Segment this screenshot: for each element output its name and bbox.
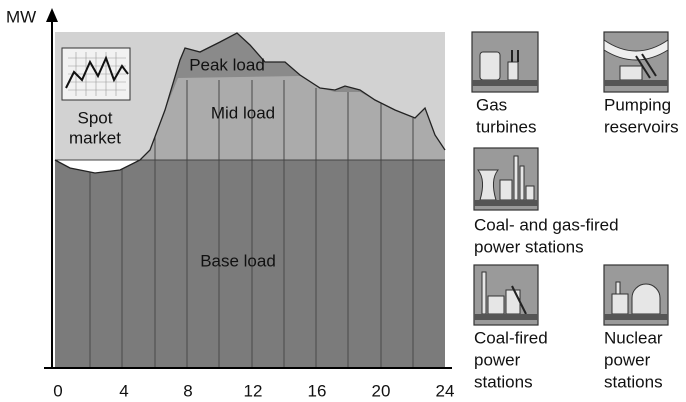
source-label: Nuclear bbox=[604, 328, 663, 347]
source-label: Gas bbox=[476, 95, 507, 114]
source-label: Pumping bbox=[604, 95, 671, 114]
x-ticks: 0 4 8 12 16 20 24 bbox=[53, 381, 454, 400]
load-chart: Spot market Peak load Mid load Base load… bbox=[6, 7, 454, 400]
mid-area bbox=[140, 76, 445, 160]
x-tick-label: 12 bbox=[244, 381, 263, 400]
region-label: market bbox=[69, 128, 121, 147]
region-label: Mid load bbox=[211, 103, 275, 122]
source-label: Coal- and gas-fired bbox=[474, 215, 619, 234]
source-label: turbines bbox=[476, 117, 536, 136]
pumping-reservoirs: Pumping reservoirs bbox=[603, 31, 679, 136]
source-label: power bbox=[604, 350, 651, 369]
gas-turbines: Gas turbines bbox=[471, 31, 539, 136]
spot-icon bbox=[61, 47, 131, 101]
region-label: Peak load bbox=[189, 55, 265, 74]
coal-gas-stations: Coal- and gas-fired power stations bbox=[473, 147, 619, 256]
region-label: Base load bbox=[200, 251, 276, 270]
x-tick-label: 24 bbox=[436, 381, 455, 400]
source-label: power stations bbox=[474, 237, 584, 256]
x-tick-label: 8 bbox=[183, 381, 192, 400]
source-label: Coal-fired bbox=[474, 328, 548, 347]
x-tick-label: 16 bbox=[308, 381, 327, 400]
y-arrow bbox=[46, 8, 58, 22]
y-axis-label: MW bbox=[6, 7, 36, 26]
load-curve bbox=[54, 32, 446, 174]
source-label: power bbox=[474, 350, 521, 369]
coal-fired-stations: Coal-fired power stations bbox=[473, 264, 548, 391]
source-label: stations bbox=[474, 372, 533, 391]
x-tick-label: 4 bbox=[119, 381, 128, 400]
region-label: Spot bbox=[78, 108, 113, 127]
x-tick-label: 0 bbox=[53, 381, 62, 400]
nuclear-stations: Nuclear power stations bbox=[603, 264, 669, 391]
x-tick-label: 20 bbox=[372, 381, 391, 400]
source-label: reservoirs bbox=[604, 117, 679, 136]
source-label: stations bbox=[604, 372, 663, 391]
